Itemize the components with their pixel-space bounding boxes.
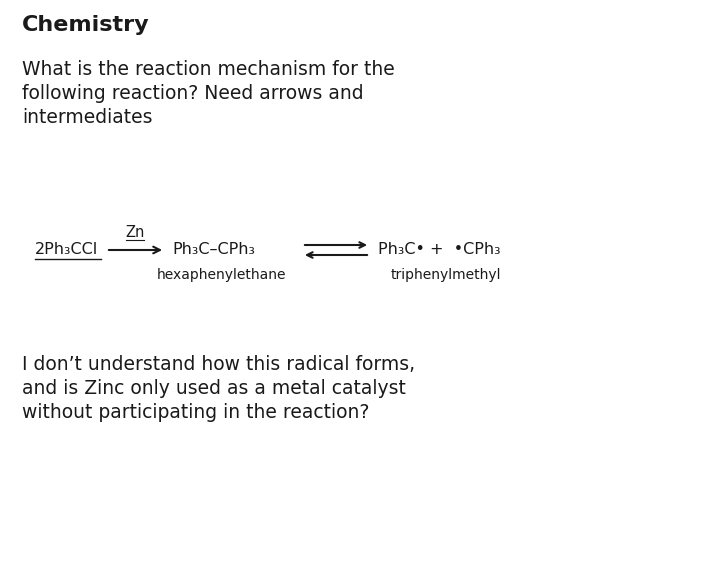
Text: 2Ph₃CCl: 2Ph₃CCl [35,242,98,257]
Text: and is Zinc only used as a metal catalyst: and is Zinc only used as a metal catalys… [22,379,406,398]
Text: hexaphenylethane: hexaphenylethane [157,268,287,282]
Text: following reaction? Need arrows and: following reaction? Need arrows and [22,84,364,103]
Text: I don’t understand how this radical forms,: I don’t understand how this radical form… [22,355,415,374]
Text: without participating in the reaction?: without participating in the reaction? [22,403,369,422]
Text: Ph₃C• +  •CPh₃: Ph₃C• + •CPh₃ [378,242,500,257]
Text: triphenylmethyl: triphenylmethyl [391,268,501,282]
Text: Ph₃C–CPh₃: Ph₃C–CPh₃ [172,242,255,257]
Text: What is the reaction mechanism for the: What is the reaction mechanism for the [22,60,395,79]
Text: Chemistry: Chemistry [22,15,150,35]
Text: Zn: Zn [125,225,145,240]
Text: intermediates: intermediates [22,108,153,127]
